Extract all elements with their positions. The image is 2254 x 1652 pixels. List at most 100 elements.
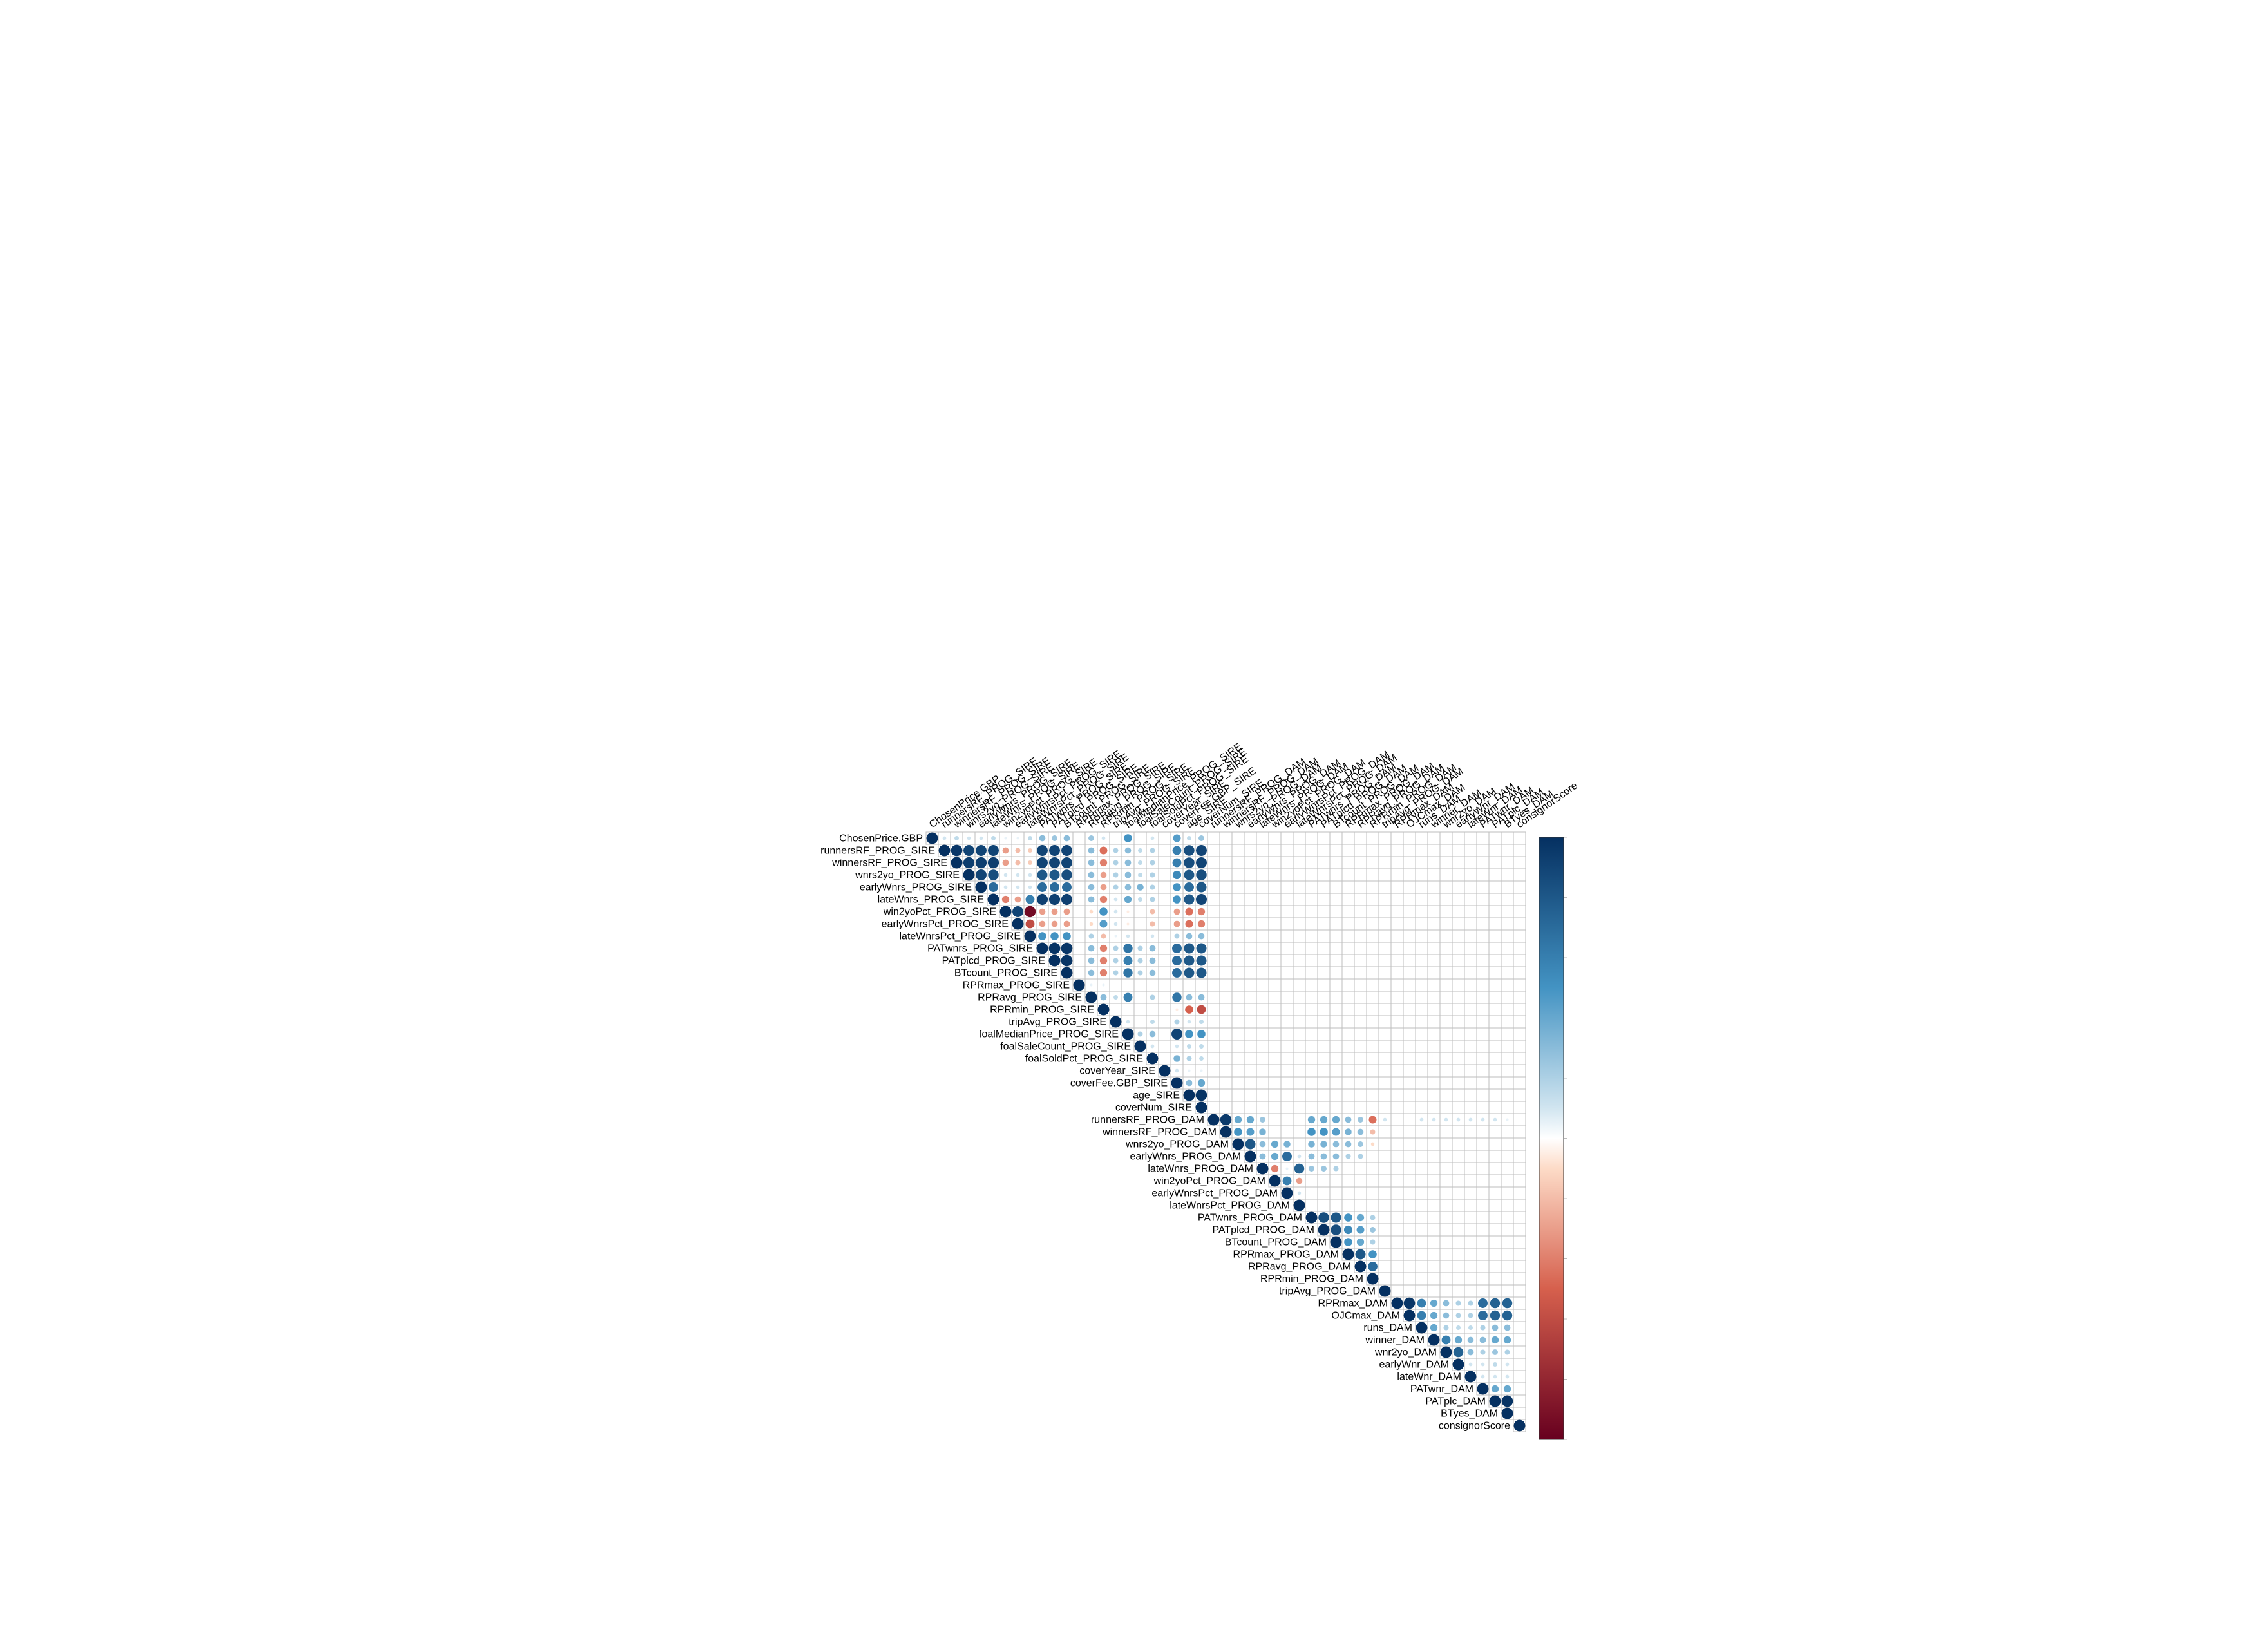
correlation-circle: [1173, 895, 1181, 904]
correlation-circle: [1430, 1324, 1438, 1332]
grid-cell: [1366, 905, 1379, 918]
grid-cell: [1501, 1186, 1514, 1200]
correlation-circle: [1114, 935, 1117, 938]
grid-cell: [1244, 844, 1257, 857]
grid-cell: [1293, 1064, 1306, 1078]
correlation-circle: [1150, 860, 1155, 866]
correlation-circle: [1124, 895, 1132, 904]
correlation-circle: [1260, 1117, 1265, 1123]
grid-cell: [1317, 856, 1331, 869]
correlation-circle: [1172, 968, 1182, 978]
grid-cell: [1403, 1076, 1416, 1090]
grid-cell: [1329, 880, 1343, 894]
grid-cell: [1121, 978, 1135, 992]
grid-cell: [1219, 917, 1233, 931]
grid-cell: [1219, 1052, 1233, 1065]
grid-cell: [1501, 893, 1514, 906]
grid-cell: [1244, 868, 1257, 882]
grid-cell: [1268, 1052, 1282, 1065]
grid-cell: [1390, 905, 1404, 918]
grid-cell: [1219, 844, 1233, 857]
correlation-circle: [1220, 1126, 1232, 1138]
grid-cell: [1158, 929, 1171, 943]
grid-cell: [1390, 1113, 1404, 1126]
grid-cell: [1378, 1248, 1392, 1261]
grid-cell: [1464, 844, 1477, 857]
grid-cell: [1476, 1272, 1490, 1286]
correlation-circle: [1016, 873, 1020, 877]
grid-cell: [1476, 1248, 1490, 1261]
grid-cell: [1293, 1101, 1306, 1114]
correlation-circle: [1196, 857, 1207, 868]
correlation-circle: [1345, 1128, 1352, 1135]
correlation-circle: [1293, 1199, 1305, 1211]
grid-cell: [1366, 1088, 1379, 1102]
grid-cell: [1219, 954, 1233, 967]
grid-cell: [1354, 1199, 1367, 1212]
grid-cell: [1488, 1040, 1502, 1053]
grid-cell: [1378, 1064, 1392, 1078]
row-label: wnrs2yo_PROG_SIRE: [855, 870, 960, 881]
correlation-circle: [1088, 957, 1095, 964]
grid-cell: [1390, 1052, 1404, 1065]
grid-cell: [1452, 1211, 1465, 1224]
row-label: earlyWnr_DAM: [1379, 1360, 1449, 1371]
grid-cell: [1378, 844, 1392, 857]
grid-cell: [1427, 1260, 1441, 1273]
grid-cell: [1305, 978, 1318, 992]
correlation-circle: [1001, 895, 1010, 904]
grid-cell: [1280, 1101, 1294, 1114]
grid-cell: [1390, 1260, 1404, 1273]
grid-cell: [1354, 905, 1367, 918]
grid-cell: [1452, 1150, 1465, 1163]
correlation-circle: [1173, 1055, 1180, 1062]
grid-cell: [1378, 991, 1392, 1004]
correlation-circle: [1269, 1175, 1281, 1187]
row-label: earlyWnrs_PROG_SIRE: [860, 882, 972, 893]
grid-cell: [1231, 844, 1245, 857]
correlation-circle: [1061, 942, 1073, 954]
correlation-circle: [1416, 1322, 1428, 1334]
grid-cell: [1476, 1284, 1490, 1298]
grid-cell: [1219, 1027, 1233, 1041]
correlation-circle: [1490, 1310, 1501, 1321]
grid-cell: [1501, 942, 1514, 955]
grid-cell: [1378, 978, 1392, 992]
grid-cell: [1390, 1199, 1404, 1212]
grid-cell: [1403, 905, 1416, 918]
correlation-circle: [1259, 1153, 1266, 1160]
grid-cell: [1378, 1199, 1392, 1212]
grid-cell: [1403, 1027, 1416, 1041]
correlation-circle: [1367, 1273, 1379, 1285]
grid-cell: [1464, 978, 1477, 992]
grid-cell: [1476, 831, 1490, 845]
grid-cell: [1427, 1137, 1441, 1151]
grid-cell: [1256, 942, 1269, 955]
correlation-circle: [1356, 1213, 1365, 1222]
grid-cell: [1158, 1003, 1171, 1016]
grid-cell: [1439, 1174, 1453, 1188]
grid-cell: [1158, 917, 1171, 931]
grid-cell: [1501, 929, 1514, 943]
correlation-circle: [1123, 992, 1133, 1002]
grid-cell: [1354, 1162, 1367, 1175]
row-label: lateWnrsPct_PROG_SIRE: [900, 931, 1021, 942]
row-label: earlyWnrsPct_PROG_DAM: [1151, 1188, 1278, 1199]
grid-cell: [1476, 856, 1490, 869]
grid-cell: [1427, 893, 1441, 906]
grid-cell: [1488, 929, 1502, 943]
grid-cell: [1354, 917, 1367, 931]
grid-cell: [1219, 966, 1233, 980]
correlation-circle: [942, 836, 947, 840]
grid-cell: [1072, 831, 1086, 845]
grid-cell: [1268, 893, 1282, 906]
correlation-circle: [1039, 908, 1046, 915]
grid-cell: [1072, 844, 1086, 857]
grid-cell: [1452, 1015, 1465, 1029]
grid-cell: [1231, 1088, 1245, 1102]
correlation-circle: [1196, 882, 1207, 893]
grid-cell: [1427, 905, 1441, 918]
correlation-circle: [1113, 860, 1119, 866]
grid-cell: [1403, 1064, 1416, 1078]
grid-cell: [1390, 917, 1404, 931]
